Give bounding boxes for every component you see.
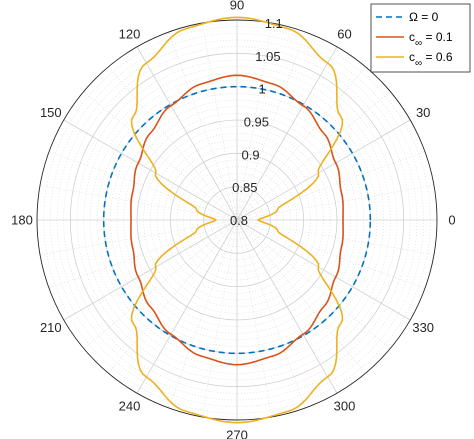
legend-label-1: Ω = 0 (409, 10, 439, 24)
theta-tick-label: 90 (230, 0, 244, 13)
major-radial-gridline (63, 219, 238, 321)
theta-tick-label: 180 (11, 213, 33, 228)
r-tick-label: 1.05 (255, 49, 280, 64)
theta-tick-label: 240 (119, 399, 141, 414)
theta-tick-label: 60 (337, 26, 351, 41)
series-layer (102, 16, 372, 424)
theta-tick-label: 210 (40, 320, 62, 335)
theta-tick-label: 30 (416, 105, 430, 120)
theta-tick-label: 150 (40, 105, 62, 120)
theta-tick-label: 270 (226, 428, 248, 439)
theta-tick-label: 0 (448, 213, 455, 228)
legend: Ω = 0 c∞ = 0.1c∞ = 0.6 (370, 3, 471, 73)
major-radial-gridline (236, 219, 411, 321)
r-tick-label: 0.95 (244, 115, 269, 130)
outer-boundary (36, 19, 438, 421)
legend-label-3: c∞ = 0.6 (409, 50, 453, 69)
major-radial-gridline (236, 219, 338, 394)
legend-box (370, 3, 471, 73)
major-radial-gridline (236, 46, 338, 221)
theta-tick-label: 330 (412, 320, 434, 335)
r-tick-label: 1 (259, 82, 266, 97)
theta-tick-label: 120 (119, 26, 141, 41)
tick-labels: 0 30 60 90 120 150 180 210 240 270 300 330 0.8 0.85 0.… (11, 0, 455, 439)
r-tick-label: 0.9 (242, 147, 260, 162)
major-radial-gridline (236, 119, 411, 221)
series-line-3 (130, 16, 344, 424)
major-radial-gridline (136, 219, 238, 394)
major-radial-gridline (136, 46, 238, 221)
major-radial-gridline (63, 119, 238, 221)
polar-grid (36, 19, 438, 421)
r-tick-label: 0.85 (232, 180, 257, 195)
legend-label-2: c∞ = 0.1 (409, 30, 453, 49)
series-line-2 (130, 74, 344, 366)
r-tick-label: 0.8 (230, 213, 248, 228)
theta-tick-label: 300 (334, 399, 356, 414)
r-tick-label: 1.1 (265, 16, 283, 31)
